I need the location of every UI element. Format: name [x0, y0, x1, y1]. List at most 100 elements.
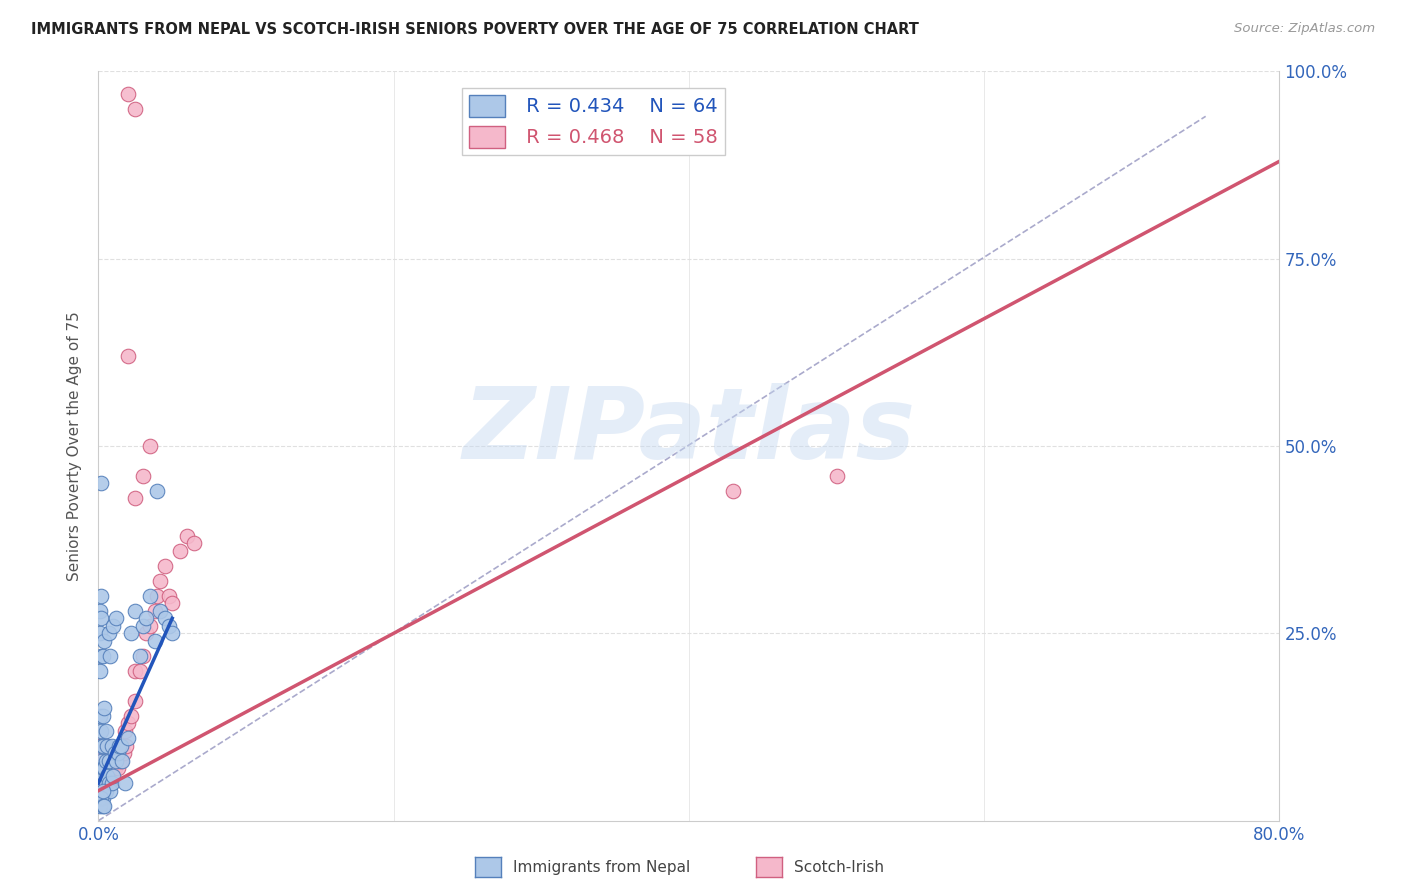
Point: [89, 761, 111, 775]
Point: [100, 769, 122, 783]
Point: [120, 626, 142, 640]
Point: [107, 746, 129, 760]
Point: [93, 761, 115, 775]
Point: [117, 716, 139, 731]
Point: [89, 776, 111, 790]
Point: [100, 739, 122, 753]
Point: [105, 611, 128, 625]
Point: [139, 619, 162, 633]
Point: [153, 558, 176, 573]
Point: [91, 776, 114, 790]
Point: [117, 349, 139, 363]
Point: [157, 619, 180, 633]
Point: [91, 739, 114, 753]
Point: [94, 739, 117, 753]
Point: [153, 611, 176, 625]
Point: [124, 102, 146, 116]
Point: [169, 544, 191, 558]
Point: [93, 776, 115, 790]
Point: [90, 476, 112, 491]
Point: [96, 776, 118, 790]
Point: [93, 761, 115, 775]
Point: [89, 776, 111, 790]
Y-axis label: Seniors Poverty Over the Age of 75: Seniors Poverty Over the Age of 75: [67, 311, 83, 581]
Point: [91, 769, 114, 783]
Point: [98, 776, 121, 790]
Point: [128, 664, 150, 678]
Point: [120, 708, 142, 723]
Point: [825, 469, 848, 483]
Point: [91, 648, 114, 663]
Point: [132, 469, 155, 483]
Point: [128, 648, 150, 663]
Point: [96, 769, 118, 783]
Point: [107, 761, 129, 775]
Point: [115, 739, 138, 753]
Point: [111, 739, 134, 753]
Point: [103, 619, 125, 633]
Point: [91, 739, 114, 753]
Point: [91, 791, 114, 805]
Legend:  R = 0.434    N = 64,  R = 0.468    N = 58: R = 0.434 N = 64, R = 0.468 N = 58: [461, 88, 724, 155]
Point: [132, 619, 155, 633]
Point: [105, 754, 128, 768]
Point: [90, 776, 112, 790]
Point: [91, 798, 114, 813]
Point: [146, 483, 169, 498]
Point: [108, 754, 131, 768]
Point: [94, 754, 117, 768]
Point: [143, 604, 166, 618]
Point: [97, 776, 120, 790]
Text: Scotch-Irish: Scotch-Irish: [794, 861, 884, 875]
Text: ZIPatlas: ZIPatlas: [463, 383, 915, 480]
Point: [89, 769, 111, 783]
Point: [132, 648, 155, 663]
Point: [94, 783, 117, 797]
Point: [110, 739, 132, 753]
Point: [94, 761, 117, 775]
Point: [90, 739, 112, 753]
Point: [104, 761, 127, 775]
Point: [162, 596, 183, 610]
Point: [162, 626, 183, 640]
Point: [103, 761, 125, 775]
Point: [110, 754, 132, 768]
Point: [176, 529, 198, 543]
Point: [97, 626, 120, 640]
Point: [157, 589, 180, 603]
Point: [108, 739, 131, 753]
Point: [89, 754, 111, 768]
Point: [93, 746, 115, 760]
Point: [143, 633, 166, 648]
Point: [91, 761, 114, 775]
Point: [94, 723, 117, 738]
Point: [91, 761, 114, 775]
Point: [112, 746, 135, 760]
Point: [149, 604, 172, 618]
Point: [89, 798, 111, 813]
Point: [90, 611, 112, 625]
Point: [139, 589, 162, 603]
Point: [135, 626, 157, 640]
Point: [135, 611, 157, 625]
Point: [98, 648, 121, 663]
Point: [90, 791, 112, 805]
Point: [89, 604, 111, 618]
Point: [114, 723, 136, 738]
Point: [124, 491, 146, 506]
Point: [98, 761, 121, 775]
Point: [117, 87, 139, 101]
Point: [183, 536, 205, 550]
Point: [91, 708, 114, 723]
Point: [114, 776, 136, 790]
Point: [90, 761, 112, 775]
Point: [89, 664, 111, 678]
Point: [124, 664, 146, 678]
Point: [104, 746, 127, 760]
Point: [93, 776, 115, 790]
Point: [90, 746, 112, 760]
Point: [89, 708, 111, 723]
Point: [96, 754, 118, 768]
Point: [90, 769, 112, 783]
Point: [90, 589, 112, 603]
